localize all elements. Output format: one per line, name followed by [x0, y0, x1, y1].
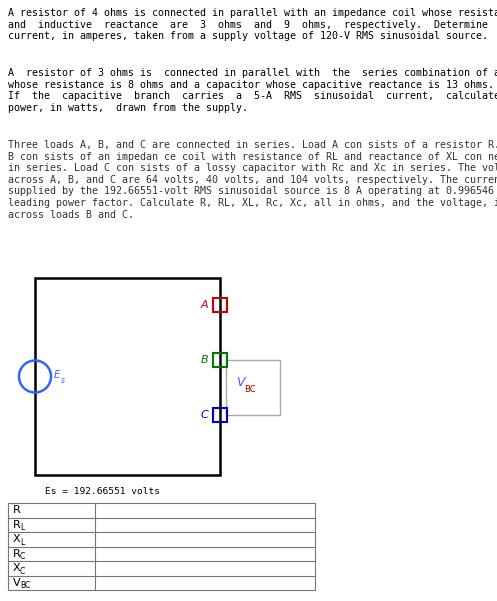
Text: R: R [13, 505, 21, 515]
Text: R: R [13, 520, 21, 529]
Text: X: X [13, 534, 20, 545]
Bar [8, 503, 315, 590]
Text: Es = 192.66551 volts: Es = 192.66551 volts [45, 487, 160, 496]
Text: E: E [54, 370, 61, 379]
Text: A  resistor of 3 ohms is  connected in parallel with  the  series combination of: A resistor of 3 ohms is connected in par… [8, 68, 497, 113]
Bar [213, 353, 227, 367]
Bar [213, 298, 227, 312]
Text: A resistor of 4 ohms is connected in parallel with an impedance coil whose resis: A resistor of 4 ohms is connected in par… [8, 8, 497, 41]
Text: C: C [200, 410, 208, 420]
Text: X: X [13, 563, 20, 573]
Text: BC: BC [20, 581, 30, 590]
Text: A: A [200, 300, 208, 310]
Bar [226, 360, 280, 415]
Text: V: V [236, 376, 245, 389]
Text: s: s [61, 376, 65, 385]
Text: R: R [13, 549, 21, 559]
Bar [213, 408, 227, 422]
Text: BC: BC [244, 385, 255, 394]
Text: C: C [20, 552, 25, 561]
Bar [35, 278, 220, 475]
Text: B: B [200, 355, 208, 365]
Text: C: C [20, 567, 25, 576]
Text: L: L [20, 538, 24, 547]
Text: L: L [20, 523, 24, 532]
Text: Three loads A, B, and C are connected in series. Load A con sists of a resistor : Three loads A, B, and C are connected in… [8, 140, 497, 219]
Text: V: V [13, 578, 20, 588]
